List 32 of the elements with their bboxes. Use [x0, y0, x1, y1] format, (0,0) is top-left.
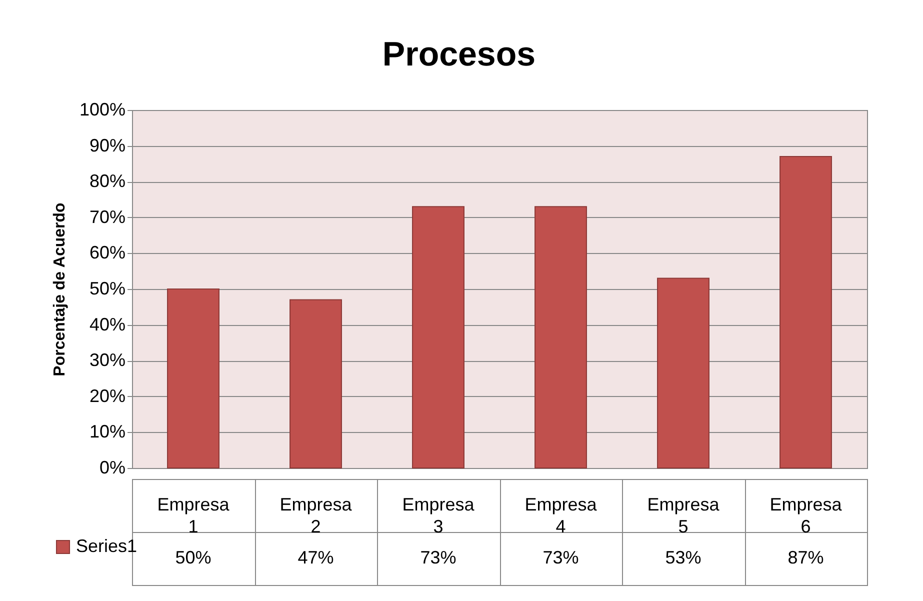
x-tick-label: Empresa 1	[157, 494, 230, 536]
y-tick-label: 90%	[89, 135, 126, 156]
y-tick-label: 30%	[89, 350, 126, 370]
y-tick-label: 70%	[89, 206, 126, 227]
y-tick-label: 100%	[79, 100, 126, 120]
x-tick-label: Empresa 6	[770, 494, 843, 536]
x-tick-label: Empresa 5	[647, 494, 720, 536]
bar	[290, 299, 342, 468]
chart-title: Procesos	[382, 36, 536, 74]
y-tick-label: 0%	[99, 458, 126, 478]
y-tick-label: 20%	[89, 386, 126, 406]
bar	[534, 206, 587, 468]
bar	[657, 278, 710, 468]
data-label: 50%	[175, 548, 212, 568]
bar	[412, 206, 464, 468]
data-label: 73%	[420, 548, 456, 568]
y-tick-label: 40%	[89, 314, 126, 334]
bar	[167, 288, 220, 468]
y-tick-label: 80%	[89, 171, 126, 192]
data-label: 73%	[542, 548, 579, 568]
x-tick-label: Empresa 3	[402, 494, 476, 536]
x-tick-label: Empresa 4	[524, 494, 598, 536]
data-label: 87%	[788, 548, 824, 568]
bar	[780, 156, 832, 468]
data-label: 47%	[298, 548, 334, 568]
y-tick-label: 50%	[89, 278, 126, 298]
y-axis-title: Porcentaje de Acuerdo	[51, 202, 68, 376]
y-tick-label: 10%	[89, 422, 126, 442]
data-label: 53%	[665, 548, 702, 568]
legend-label: Series1	[76, 536, 138, 556]
x-tick-label: Empresa 2	[280, 494, 353, 536]
y-tick-label: 60%	[89, 242, 126, 263]
